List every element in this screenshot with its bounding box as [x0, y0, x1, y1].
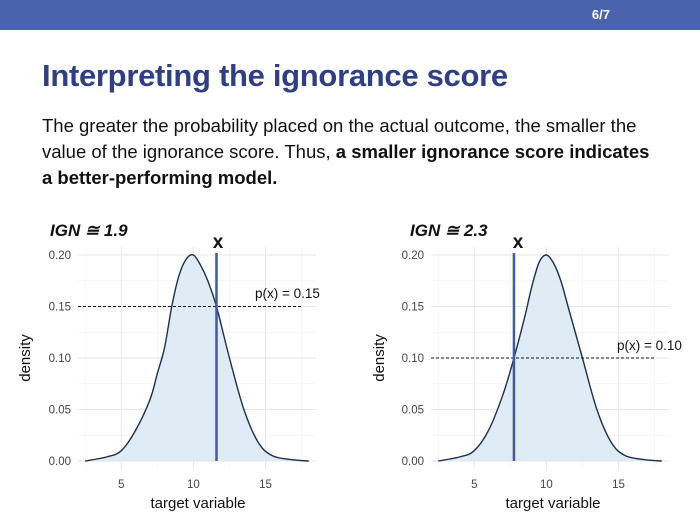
slide-title: Interpreting the ignorance score: [42, 58, 508, 93]
x-tick-label: 15: [612, 479, 625, 491]
y-tick-label: 0.15: [49, 302, 71, 314]
slide-body-text: The greater the probability placed on th…: [42, 113, 662, 191]
x-tick-label: 5: [118, 479, 124, 491]
y-tick-label: 0.20: [49, 250, 71, 262]
px-value-label: p(x) = 0.10: [617, 338, 682, 353]
x-axis-title: target variable: [505, 495, 600, 512]
ign-score-label: IGN ≅ 1.9: [50, 221, 128, 240]
y-tick-label: 0.05: [402, 405, 424, 417]
y-axis-title: density: [371, 334, 388, 382]
y-tick-label: 0.20: [402, 250, 424, 262]
x-tick-label: 15: [259, 479, 272, 491]
outcome-marker-x: x: [513, 232, 524, 253]
ign-score-label: IGN ≅ 2.3: [410, 221, 488, 240]
y-tick-label: 0.05: [49, 405, 71, 417]
x-tick-label: 5: [471, 479, 477, 491]
x-tick-label: 10: [540, 479, 553, 491]
x-axis-title: target variable: [150, 495, 245, 512]
density-curve: [438, 254, 662, 462]
outcome-marker-x: x: [213, 232, 224, 253]
y-tick-label: 0.10: [402, 353, 424, 365]
y-axis-title: density: [17, 334, 34, 382]
y-tick-label: 0.15: [402, 302, 424, 314]
slide-header-bar: 6/7: [0, 0, 700, 30]
y-tick-label: 0.10: [49, 353, 71, 365]
body-text-bold: a smaller ignorance score indicates a be…: [42, 141, 650, 188]
density-area-fill: [438, 254, 662, 461]
px-value-label: p(x) = 0.15: [255, 286, 320, 301]
density-area-fill: [85, 254, 309, 461]
page-number: 6/7: [591, 7, 610, 22]
density-curve: [85, 254, 309, 462]
body-text-plain: The greater the probability placed on th…: [42, 115, 637, 162]
y-tick-label: 0.00: [49, 456, 71, 468]
y-tick-label: 0.00: [402, 456, 424, 468]
x-tick-label: 10: [187, 479, 200, 491]
